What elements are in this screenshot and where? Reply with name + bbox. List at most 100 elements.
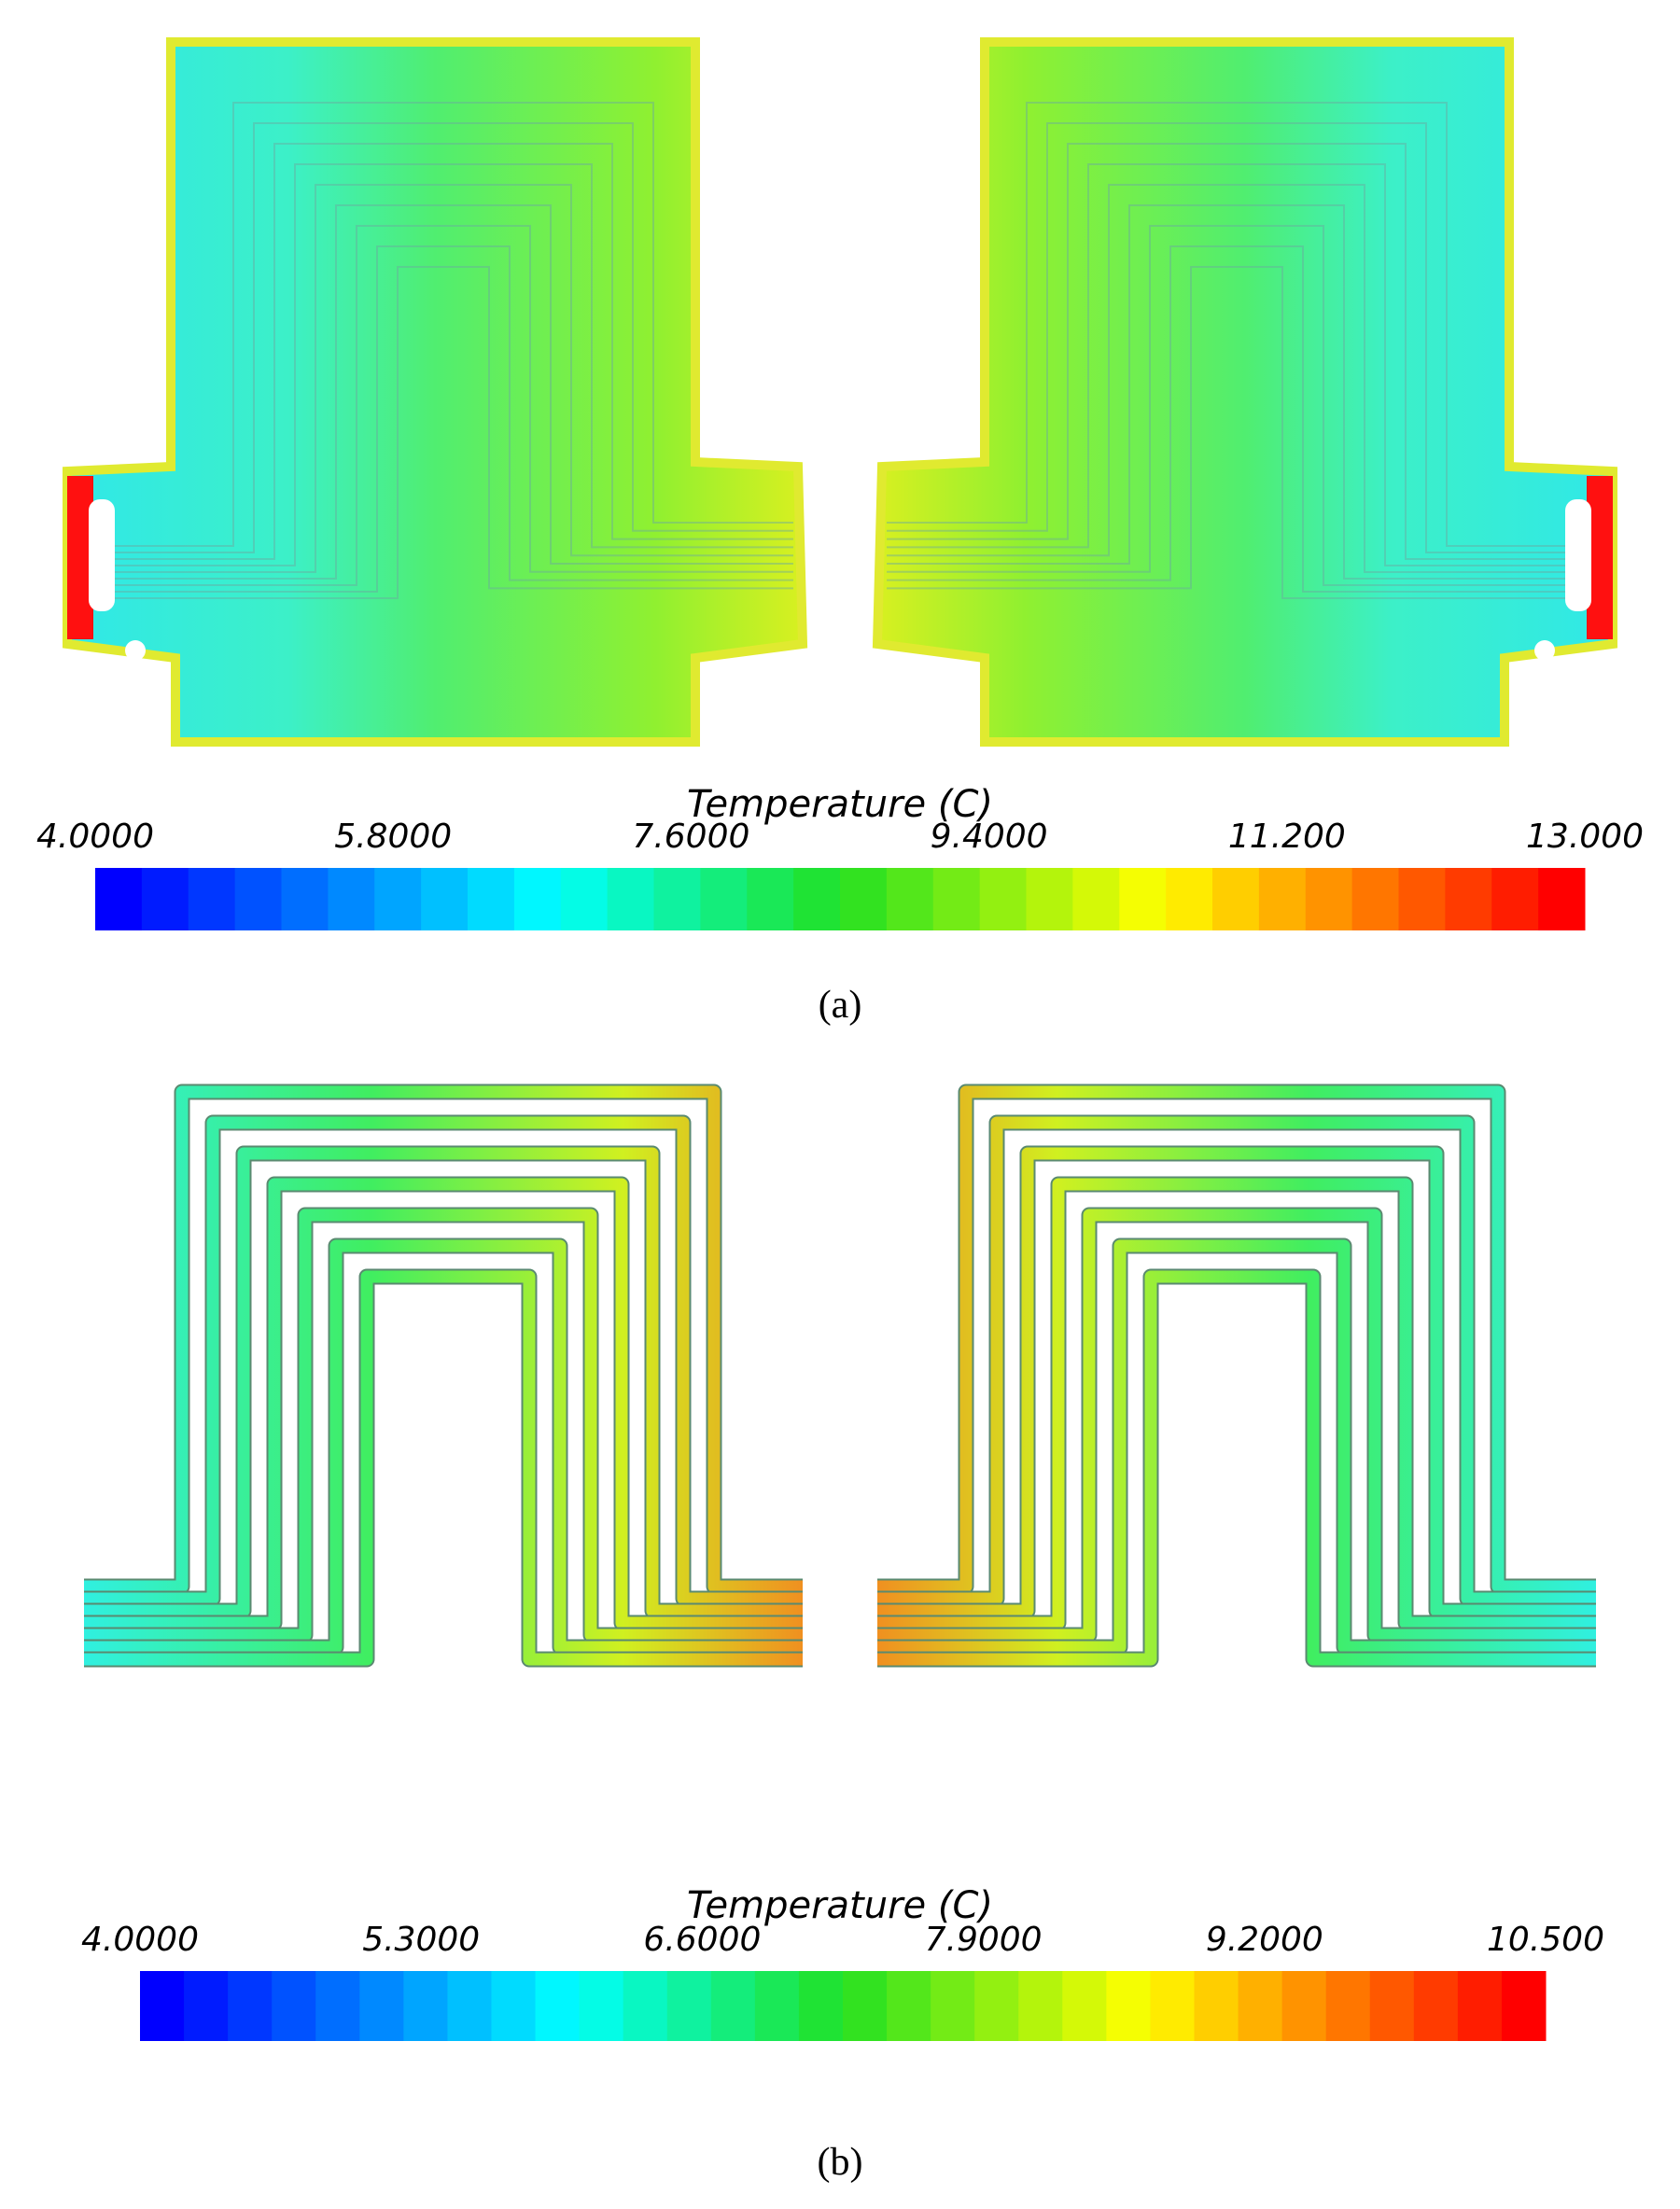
manifold-slot: [1565, 499, 1591, 611]
colorbar-segment: [560, 868, 609, 930]
colorbar-segment: [281, 868, 329, 930]
channel: [84, 1270, 803, 1666]
channel-set: [877, 1084, 1596, 1668]
manifold-slot: [89, 499, 115, 611]
colorbar-segment: [184, 1971, 229, 2041]
channel-line: [887, 122, 1568, 553]
colorbar-segment: [468, 868, 515, 930]
colorbar-tick-label: 13.000: [1526, 818, 1644, 856]
channel-line: [112, 184, 793, 573]
colorbar-segment: [315, 1971, 360, 2041]
colorbar-tick-label: 7.6000: [632, 818, 749, 856]
colorbar-segment: [1457, 1971, 1503, 2041]
channel-outline: [84, 1084, 803, 1595]
channel-line: [887, 102, 1568, 547]
colorbar-segment: [1501, 1971, 1547, 2041]
colorbar-segment: [886, 868, 934, 930]
colorbar-tick-label: 9.2000: [1206, 1921, 1323, 1959]
caption: (b): [818, 2141, 863, 2184]
colorbar-title: Temperature (C): [687, 1884, 993, 1927]
colorbar-tick-label: 11.200: [1228, 818, 1346, 856]
colorbar-segment: [579, 1971, 624, 2041]
plate: [63, 37, 808, 747]
channel: [84, 1178, 803, 1629]
colorbar-segment: [1281, 1971, 1327, 2041]
colorbar-tick-label: 10.500: [1487, 1921, 1604, 1959]
channel: [84, 1147, 803, 1617]
colorbar-tick-label: 4.0000: [81, 1921, 199, 1959]
channel-line: [887, 143, 1568, 560]
channel-line: [887, 225, 1568, 586]
channel-line: [112, 204, 793, 580]
colorbar-segment: [1445, 868, 1492, 930]
colorbar-segment: [228, 1971, 273, 2041]
channel: [877, 1085, 1596, 1593]
colorbar-segment: [666, 1971, 712, 2041]
colorbar-segment: [747, 868, 794, 930]
plate: [872, 37, 1617, 747]
colorbar-segment: [188, 868, 236, 930]
channel-line: [112, 266, 793, 599]
channel: [877, 1270, 1596, 1666]
colorbar-segment: [710, 1971, 756, 2041]
colorbar-segment: [653, 868, 701, 930]
colorbar-segment: [272, 1971, 316, 2041]
colorbar-segment: [513, 868, 562, 930]
channel-outline: [877, 1084, 1596, 1595]
colorbar-segment: [840, 868, 888, 930]
colorbar-segment: [974, 1971, 1019, 2041]
colorbar-segment: [374, 868, 422, 930]
channel-line: [887, 204, 1568, 580]
channel-line: [112, 225, 793, 586]
colorbar-segment: [1194, 1971, 1239, 2041]
colorbar-segment: [1212, 868, 1260, 930]
colorbar-segment: [932, 868, 981, 930]
caption: (a): [819, 984, 862, 1027]
colorbar-segment: [1106, 1971, 1151, 2041]
colorbar-segment: [1305, 868, 1353, 930]
channel-line: [112, 245, 793, 593]
colorbar-segment: [754, 1971, 800, 2041]
channel: [877, 1178, 1596, 1629]
colorbar-segment: [1325, 1971, 1371, 2041]
colorbar-segment: [359, 1971, 404, 2041]
colorbar-tick-label: 6.6000: [643, 1921, 761, 1959]
channel-line: [887, 245, 1568, 593]
colorbar-tick-label: 4.0000: [36, 818, 154, 856]
colorbar-segment: [421, 868, 469, 930]
bolt-hole: [1534, 640, 1555, 661]
colorbar-segment: [535, 1971, 581, 2041]
channel: [877, 1209, 1596, 1642]
colorbar-tick-label: 5.8000: [334, 818, 452, 856]
colorbar-segment: [1150, 1971, 1195, 2041]
channel: [84, 1116, 803, 1605]
colorbar-segment: [234, 868, 282, 930]
channel: [84, 1085, 803, 1593]
colorbar-segment: [1026, 868, 1073, 930]
channel-outline: [84, 1114, 803, 1607]
colorbar-segment: [1119, 868, 1167, 930]
colorbar-segment: [1166, 868, 1213, 930]
colorbar-segment: [447, 1971, 492, 2041]
channel: [84, 1209, 803, 1642]
channel: [84, 1239, 803, 1654]
colorbar-segment: [1413, 1971, 1459, 2041]
colorbar-tick-label: 9.4000: [931, 818, 1048, 856]
colorbar-segment: [793, 868, 841, 930]
colorbar-segment: [798, 1971, 844, 2041]
channel-outline: [84, 1237, 803, 1656]
channel-line: [887, 163, 1568, 566]
channel: [877, 1147, 1596, 1617]
colorbar-segment: [1398, 868, 1446, 930]
channel-line: [112, 102, 793, 547]
channel-outline: [877, 1237, 1596, 1656]
colorbar-segment: [491, 1971, 537, 2041]
colorbar-segment: [1351, 868, 1399, 930]
colorbar-segment: [1258, 868, 1307, 930]
channel: [877, 1239, 1596, 1654]
colorbar-segment: [95, 868, 143, 930]
colorbar-segment: [403, 1971, 448, 2041]
colorbar-segment: [843, 1971, 888, 2041]
